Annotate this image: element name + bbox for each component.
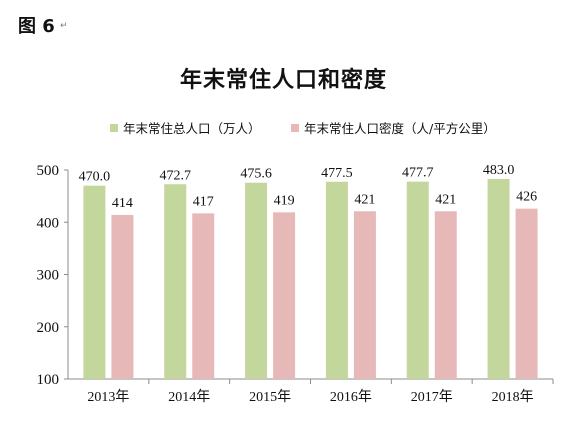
legend-swatch-density: [291, 123, 299, 132]
data-label-density: 417: [193, 194, 214, 209]
y-tick-label: 200: [37, 320, 60, 336]
legend-label-population: 年末常住总人口（万人）: [123, 121, 261, 136]
y-tick-label: 100: [37, 372, 60, 388]
y-tick-label: 300: [37, 268, 60, 284]
figure-label: 图 6: [18, 16, 55, 37]
data-label-population: 477.5: [321, 166, 353, 181]
data-label-population: 475.6: [240, 167, 272, 182]
data-label-density: 414: [112, 196, 133, 211]
bar-density: [515, 208, 538, 379]
legend-item-population: 年末常住总人口（万人）: [110, 118, 261, 137]
x-tick-label: 2016年: [330, 389, 372, 405]
legend-swatch-population: [110, 123, 118, 132]
data-label-population: 472.7: [160, 168, 192, 183]
data-label-population: 483.0: [483, 163, 515, 178]
legend-label-density: 年末常住人口密度（人/平方公里）: [304, 121, 496, 136]
x-tick-label: 2014年: [168, 389, 210, 405]
data-label-density: 421: [435, 192, 456, 207]
chart-legend: 年末常住总人口（万人） 年末常住人口密度（人/平方公里）: [0, 118, 567, 136]
chart-title: 年末常住人口和密度: [179, 68, 387, 93]
bar-density: [111, 214, 134, 379]
bar-population: [406, 181, 429, 379]
data-label-density: 419: [274, 193, 295, 208]
y-tick-label: 500: [37, 163, 60, 179]
data-label-population: 477.7: [402, 166, 434, 181]
legend-item-density: 年末常住人口密度（人/平方公里）: [291, 118, 496, 137]
bar-population: [245, 182, 268, 379]
x-tick-label: 2015年: [249, 389, 291, 405]
x-tick-label: 2018年: [492, 389, 534, 405]
bar-population: [325, 181, 348, 379]
bar-population: [164, 184, 187, 379]
bar-density: [273, 212, 296, 379]
x-tick-label: 2017年: [411, 389, 453, 405]
bar-population: [487, 178, 510, 379]
data-label-density: 421: [354, 192, 375, 207]
bar-population: [83, 185, 106, 379]
data-label-density: 426: [516, 190, 537, 205]
bar-density: [192, 213, 215, 379]
bar-density: [434, 211, 457, 379]
paragraph-mark: ↵: [60, 21, 68, 31]
y-tick-label: 400: [37, 215, 60, 231]
data-label-population: 470.0: [79, 170, 111, 185]
bar-density: [353, 211, 376, 379]
x-tick-label: 2013年: [87, 389, 129, 405]
